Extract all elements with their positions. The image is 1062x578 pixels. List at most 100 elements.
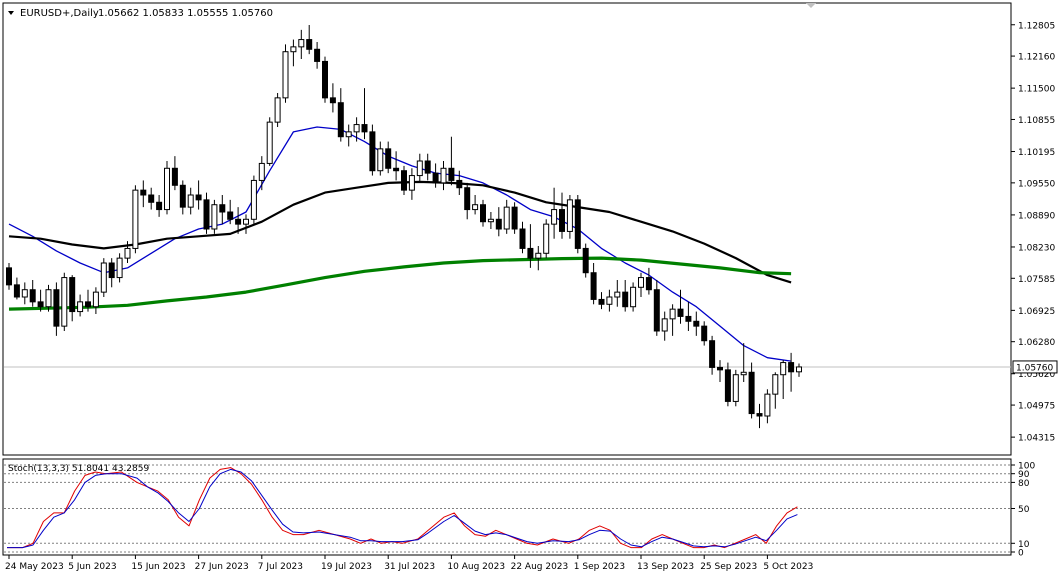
- candle-body-down: [448, 167, 455, 181]
- candle-body-down: [140, 189, 147, 196]
- candle-body-down: [53, 289, 60, 327]
- candle: [329, 83, 336, 113]
- candle: [69, 275, 76, 322]
- candle: [156, 195, 163, 217]
- candle-body-down: [598, 298, 605, 305]
- candle: [243, 214, 249, 234]
- candle-body-down: [693, 320, 700, 327]
- candle-body-up: [132, 189, 139, 249]
- chart-shift-icon[interactable]: [806, 3, 816, 8]
- candle-body-up: [116, 257, 123, 279]
- stoch-signal-line: [7, 468, 798, 549]
- candle-body-down: [748, 371, 755, 415]
- candle: [53, 282, 60, 336]
- candle-body-down: [156, 201, 163, 211]
- candle: [472, 195, 479, 215]
- candle: [116, 253, 123, 283]
- candle-body-down: [179, 184, 186, 208]
- candle-body-up: [345, 131, 352, 138]
- candle: [709, 335, 716, 375]
- candle: [748, 362, 755, 419]
- candle: [61, 272, 68, 331]
- candle: [45, 284, 52, 312]
- candle: [266, 117, 273, 166]
- candle-body-up: [440, 167, 447, 184]
- candle-body-up: [298, 39, 305, 48]
- candle: [772, 372, 779, 409]
- candle: [13, 277, 20, 300]
- candle: [669, 304, 676, 336]
- candle: [306, 25, 313, 55]
- candle: [566, 195, 573, 239]
- candle-body-down: [401, 170, 407, 191]
- time-tick-label: 7 Jul 2023: [258, 562, 303, 572]
- candle-body-up: [100, 262, 107, 293]
- candle-body-down: [464, 187, 471, 211]
- candle: [148, 187, 155, 210]
- candle-body-up: [21, 289, 28, 298]
- stoch-label: Stoch(13,3,3) 51.8041 43.2859: [8, 464, 149, 474]
- candlesticks: [6, 25, 802, 429]
- candle: [622, 280, 629, 312]
- price-tick-label: 1.10855: [1018, 116, 1055, 126]
- candle: [250, 175, 257, 225]
- candle-body-down: [13, 284, 20, 298]
- candle-body-up: [638, 277, 644, 288]
- symbol-dropdown-icon[interactable]: [8, 11, 14, 15]
- candle-body-up: [543, 223, 550, 254]
- price-tick-label: 1.11500: [1018, 85, 1055, 95]
- candle: [630, 282, 637, 312]
- candle: [353, 117, 360, 142]
- price-tick-label: 1.08890: [1018, 211, 1055, 221]
- price-tick-label: 1.12160: [1018, 53, 1055, 63]
- candle: [645, 267, 652, 295]
- candle: [211, 199, 218, 234]
- candle-body-down: [329, 97, 336, 104]
- candle-body-down: [203, 199, 210, 230]
- candle: [408, 168, 415, 200]
- candle: [551, 187, 558, 239]
- candle: [369, 124, 376, 176]
- candle-body-up: [566, 199, 573, 232]
- ma-fast-line: [8, 126, 792, 362]
- candle-body-up: [187, 194, 194, 208]
- candle-body-up: [290, 46, 297, 53]
- candle: [92, 287, 99, 314]
- candle: [6, 263, 12, 290]
- candle: [85, 289, 91, 312]
- candle-body-up: [661, 318, 668, 332]
- candle-body-up: [503, 206, 510, 230]
- candle-body-up: [669, 308, 676, 320]
- price-tick-label: 1.10195: [1018, 148, 1055, 158]
- candle-body-down: [480, 204, 486, 223]
- candle-body-down: [709, 340, 716, 368]
- candle: [258, 156, 265, 191]
- candle: [590, 263, 597, 305]
- candle: [179, 180, 186, 215]
- time-tick-label: 10 Aug 2023: [447, 562, 505, 572]
- price-panel-frame: [2, 2, 1012, 456]
- candle-body-down: [314, 48, 321, 62]
- candle-body-down: [701, 325, 708, 342]
- candle-body-down: [685, 315, 692, 322]
- stoch-tick-label: 100: [1018, 462, 1035, 472]
- candle: [638, 272, 644, 297]
- time-tick-label: 19 Jul 2023: [321, 562, 372, 572]
- candle: [527, 224, 534, 268]
- candle-body-up: [377, 148, 384, 172]
- candle-body-down: [424, 160, 431, 174]
- price-axis: 1.12805 1.12160 1.11500 1.10855 1.10195 1.095…: [4, 21, 1058, 444]
- candle-body-down: [6, 267, 12, 286]
- candle-body-down: [724, 369, 731, 402]
- candle: [519, 221, 526, 254]
- candle-body-down: [322, 60, 328, 99]
- candle-body-up: [274, 97, 281, 123]
- candle: [274, 93, 281, 127]
- candle: [377, 141, 384, 176]
- candle-body-down: [85, 301, 91, 308]
- time-tick-label: 24 May 2023: [5, 562, 64, 572]
- candle-body-up: [92, 291, 99, 308]
- candle-body-down: [788, 362, 795, 373]
